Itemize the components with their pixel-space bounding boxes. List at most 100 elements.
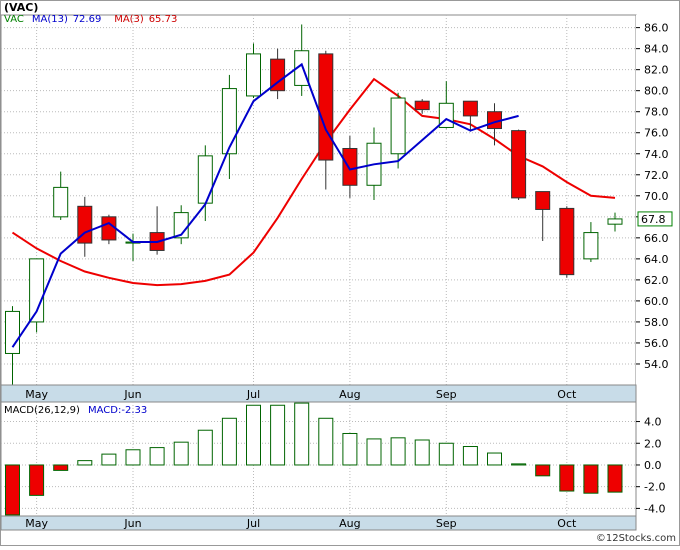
candle-body <box>246 53 261 97</box>
macd-bar <box>511 463 527 466</box>
candle-up <box>583 222 599 263</box>
macd-x-label: Sep <box>436 517 457 530</box>
price-x-label: Aug <box>339 388 360 401</box>
price-x-label: Jul <box>246 388 260 401</box>
macd-bar <box>414 439 430 466</box>
price-tick-label: 74.0 <box>644 148 669 161</box>
candle-body <box>462 100 478 117</box>
legend-vac: VAC <box>4 14 24 25</box>
price-axis-area <box>636 15 679 385</box>
macd-bar <box>583 464 599 494</box>
candle-down <box>462 100 478 132</box>
candle-down <box>342 135 358 198</box>
macd-label: MACD(26,12,9) <box>4 405 80 416</box>
candle-body <box>197 155 213 204</box>
price-tick-label: 58.0 <box>644 316 669 329</box>
macd-bar <box>77 460 93 466</box>
price-x-axis: May Jun Jul Aug Sep Oct <box>25 388 577 401</box>
macd-value-label: MACD:-2.33 <box>88 405 147 416</box>
macd-x-label: Jun <box>123 517 141 530</box>
candle-down <box>559 206 575 278</box>
macd-bars-layer <box>5 402 623 516</box>
macd-tick-label: -2.0 <box>644 481 665 494</box>
macd-tick-label: 0.0 <box>644 459 662 472</box>
price-tick-label: 54.0 <box>644 358 669 371</box>
candle-body <box>559 207 575 276</box>
candle-body <box>414 100 430 111</box>
candle-down <box>535 191 551 241</box>
price-tick-label: 70.0 <box>644 190 669 203</box>
macd-bar <box>462 446 478 466</box>
legend: VAC MA(13) 72.69 MA(3) 65.73 <box>4 14 177 25</box>
macd-bar <box>149 447 165 466</box>
macd-x-label: May <box>25 517 48 530</box>
candle-up <box>390 92 406 169</box>
last-price-label: 67.8 <box>641 213 666 226</box>
macd-bar <box>342 432 358 466</box>
macd-bar <box>270 404 286 466</box>
macd-tick-label: 4.0 <box>644 416 662 429</box>
macd-bar <box>29 464 45 496</box>
candle-up <box>246 43 261 99</box>
macd-bar <box>101 453 117 466</box>
macd-bar <box>197 429 213 466</box>
legend-ma-3-: MA(3) <box>114 14 144 25</box>
macd-bar <box>366 438 382 466</box>
watermark: ©12Stocks.com <box>596 533 676 544</box>
candle-body <box>270 58 286 92</box>
price-tick-label: 72.0 <box>644 169 669 182</box>
candle-up <box>53 171 69 220</box>
price-tick-label: 80.0 <box>644 85 669 98</box>
candle-down <box>270 48 286 100</box>
macd-bar <box>318 417 334 466</box>
price-tick-label: 66.0 <box>644 232 669 245</box>
macd-x-label: Oct <box>557 517 577 530</box>
candle-body <box>53 186 69 218</box>
price-panel: 54.056.058.060.062.064.066.068.070.072.0… <box>0 14 679 386</box>
macd-bar <box>487 452 502 466</box>
macd-tick-label: -4.0 <box>644 502 665 515</box>
macd-bar <box>53 464 69 471</box>
ma13-line <box>11 62 519 348</box>
macd-panel: -4.0 -2.0 0.0 2.0 4.0 MACD(26,12,9) MACD:-2.… <box>0 401 665 517</box>
macd-y-axis: -4.0 -2.0 0.0 2.0 4.0 <box>636 416 665 515</box>
candle-body <box>583 232 599 260</box>
price-x-label: Jun <box>123 388 141 401</box>
candle-body <box>607 218 623 225</box>
candle-down <box>511 129 527 200</box>
legend-ma-13-: MA(13) <box>32 14 68 25</box>
candle-body <box>101 216 117 241</box>
macd-bar <box>294 402 310 466</box>
price-tick-label: 78.0 <box>644 106 669 119</box>
macd-bar <box>607 464 623 493</box>
candle-body <box>221 88 237 155</box>
price-x-axis-band <box>0 384 637 403</box>
macd-bar <box>390 437 406 466</box>
price-tick-label: 82.0 <box>644 64 669 77</box>
macd-bar <box>535 464 551 477</box>
candle-up <box>221 74 237 179</box>
candle-up <box>607 212 623 232</box>
price-tick-label: 56.0 <box>644 337 669 350</box>
macd-bar <box>125 449 141 466</box>
candle-body <box>390 97 406 155</box>
price-x-label: Oct <box>557 388 577 401</box>
macd-x-label: Aug <box>339 517 360 530</box>
price-tick-label: 84.0 <box>644 43 669 56</box>
macd-x-axis: May Jun Jul Aug Sep Oct <box>25 517 577 530</box>
candle-up <box>29 258 45 333</box>
candle-body <box>294 50 310 86</box>
candle-body <box>77 205 93 244</box>
candle-down <box>414 99 430 114</box>
candle-body <box>342 147 358 186</box>
price-tick-label: 86.0 <box>644 22 669 35</box>
macd-x-label: Jul <box>246 517 260 530</box>
macd-x-axis-band <box>0 515 637 531</box>
last-price-tag: 67.8 <box>637 211 673 227</box>
macd-bar <box>173 441 189 466</box>
macd-bar <box>559 464 575 492</box>
candle-body <box>511 130 527 199</box>
price-tick-label: 64.0 <box>644 253 669 266</box>
last-price-box <box>637 211 673 227</box>
